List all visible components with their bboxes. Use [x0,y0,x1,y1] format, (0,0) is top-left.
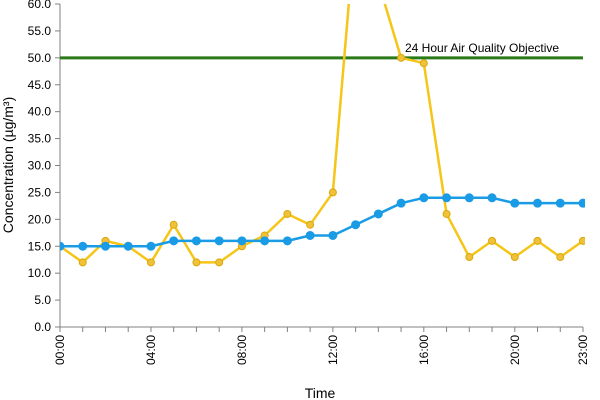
series-2 [60,193,585,251]
series-group [60,4,585,267]
data-point [419,59,428,68]
y-tick-label: 60.0 [28,0,52,11]
y-tick-label: 15.0 [28,239,52,253]
data-point [351,220,361,230]
data-point [306,220,315,229]
y-tick-label: 55.0 [28,24,52,38]
data-point [283,209,292,218]
data-point [237,236,247,246]
data-point [556,253,565,262]
x-tick-label: 20:00 [508,335,522,365]
data-point [328,188,337,197]
reference-line-group: 24 Hour Air Quality Objective [60,41,583,60]
data-point [419,193,429,203]
y-tick-label: 30.0 [28,159,52,173]
y-tick-label: 25.0 [28,185,52,199]
y-tick-label: 50.0 [28,51,52,65]
data-point [192,258,201,267]
data-point [78,258,87,267]
data-point [397,53,406,62]
data-point [487,193,497,203]
series-line [60,196,583,248]
y-tick-label: 0.0 [34,320,51,334]
data-point [169,220,178,229]
data-point [373,209,383,219]
data-point [555,198,565,208]
data-point [100,241,110,251]
data-point [305,230,315,240]
data-point [396,198,406,208]
x-tick-label: 23:00 [576,335,590,365]
data-point [191,236,201,246]
data-point [510,253,519,262]
data-point [60,241,65,251]
data-point [215,258,224,267]
reference-line-label: 24 Hour Air Quality Objective [405,41,559,55]
x-tick-label: 04:00 [144,335,158,365]
y-tick-label: 45.0 [28,78,52,92]
data-point [123,241,133,251]
data-point [169,236,179,246]
data-point [442,193,452,203]
data-point [146,258,155,267]
data-point [442,209,451,218]
data-point [282,236,292,246]
x-axis-title: Time [305,385,336,400]
data-point [214,236,224,246]
data-point [578,198,585,208]
data-point [78,241,88,251]
y-tick-label: 20.0 [28,212,52,226]
x-tick-label: 08:00 [235,335,249,365]
data-point [464,193,474,203]
data-point [488,236,497,245]
data-point [465,253,474,262]
data-point [533,236,542,245]
y-tick-label: 5.0 [34,293,51,307]
y-tick-label: 10.0 [28,266,52,280]
data-point [260,236,270,246]
data-point [146,241,156,251]
x-tick-label: 16:00 [417,335,431,365]
x-tick-label: 12:00 [326,335,340,365]
data-point [579,236,585,245]
series-line [60,4,584,264]
y-tick-label: 35.0 [28,132,52,146]
y-axis-title: Concentration (µg/m³) [0,97,16,233]
data-point [533,198,543,208]
axes: 0.0 5.0 10.0 15.0 20.0 25.0 30.0 35.0 40.0 45.0 50… [28,0,590,365]
y-tick-label: 40.0 [28,105,52,119]
data-point [510,198,520,208]
data-point [328,230,338,240]
x-tick-label: 00:00 [53,335,67,365]
